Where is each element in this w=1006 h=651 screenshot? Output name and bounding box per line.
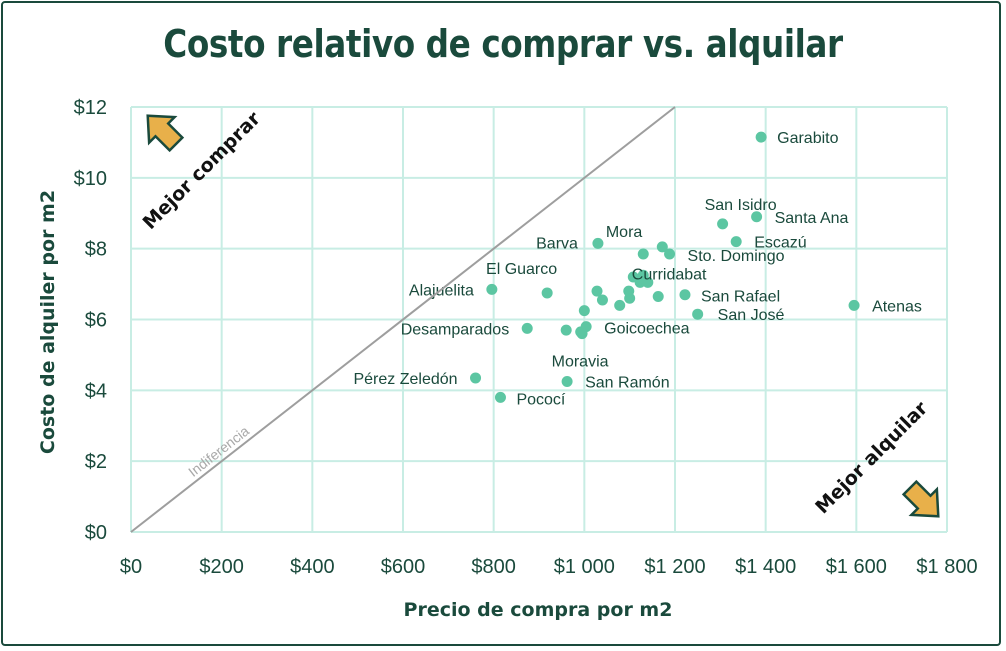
x-tick-label: $1 200 [644,556,705,578]
data-point [560,324,572,336]
data-point [664,248,676,260]
data-point [494,391,506,403]
data-point [717,218,729,230]
y-tick-label: $6 [85,310,107,332]
indifference-line [130,106,676,533]
point-label: El Guarco [486,261,557,278]
x-tick-label: $800 [471,556,516,578]
x-tick-label: $1 800 [916,556,977,578]
data-point [470,372,482,384]
data-point [755,131,767,143]
point-label: Barva [536,235,578,252]
x-tick-label: $0 [120,556,142,578]
point-label: Goicoechea [604,321,689,338]
data-point [592,237,604,249]
point-label: San José [718,307,785,324]
grid [130,106,948,533]
data-point [486,283,498,295]
point-label: Sto. Domingo [688,248,785,265]
data-point [596,294,608,306]
y-tick-label: $2 [85,451,107,473]
data-point [634,276,646,288]
point-label: Escazú [754,235,806,252]
point-label: Garabito [777,130,838,147]
point-label: Atenas [872,298,922,315]
data-point [751,211,763,223]
points [470,131,860,403]
y-tick-label: $12 [74,97,107,119]
data-point [575,326,587,338]
point-label: Mora [606,224,643,241]
point-label: Curridabat [632,266,707,283]
data-point [614,299,626,311]
data-point [679,289,691,301]
arrow-down-right-icon [901,479,940,518]
data-point [591,285,603,297]
y-tick-label: $10 [74,168,107,190]
point-label: Desamparados [401,321,510,338]
data-point [561,375,573,387]
point-label: Santa Ana [775,210,849,227]
data-point [578,305,590,317]
x-tick-label: $1 600 [826,556,887,578]
y-tick-label: $4 [85,380,107,402]
y-axis-title: Costo de alquiler por m2 [37,190,59,454]
data-point [692,308,704,320]
data-point [656,241,668,253]
data-point [541,287,553,299]
point-label: Moravia [552,354,609,371]
data-point [652,290,664,302]
y-tick-label: $0 [85,522,107,544]
data-point [624,292,636,304]
x-tick-label: $1 400 [735,556,796,578]
x-axis-title: Precio de compra por m2 [404,599,673,621]
x-tick-label: $400 [290,556,335,578]
point-label: San Isidro [705,197,777,214]
point-label: Pérez Zeledón [353,371,457,388]
y-tick-label: $8 [85,239,107,261]
x-tick-label: $600 [381,556,426,578]
axes: $0 $200 $400 $600 $800 $1 000 $1 200 $1 400 $1 6… [74,97,978,578]
data-point [848,299,860,311]
data-point [521,322,533,334]
point-label: San Ramón [585,374,670,391]
data-point [730,236,742,248]
data-point [637,248,649,260]
x-tick-label: $1 000 [554,556,615,578]
point-label: Pococí [516,391,565,408]
point-label: San Rafael [701,289,780,306]
arrow-up-left-icon [146,114,185,153]
chart-title: Costo relativo de comprar vs. alquilar [163,22,843,66]
point-label: Alajuelita [409,282,474,299]
indifference-label: Indiferencia [185,423,252,480]
x-tick-label: $200 [199,556,244,578]
